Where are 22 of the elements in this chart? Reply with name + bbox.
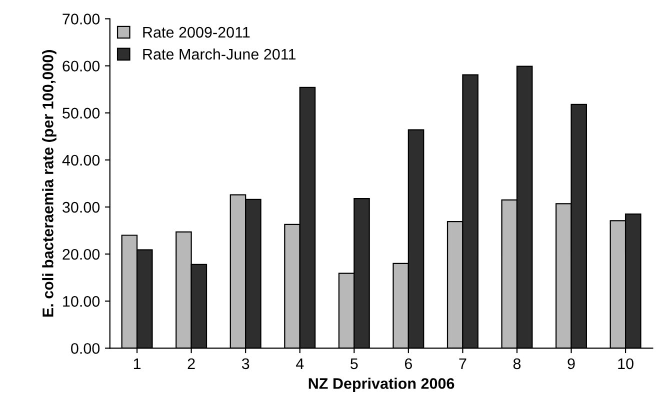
y-tick-label: 10.00 — [63, 296, 100, 307]
y-tick-label: 20.00 — [62, 248, 100, 260]
y-tick-label: 50.00 — [62, 108, 100, 119]
y-axis-title: E. coli bacteraemia rate (per 100,000) — [42, 50, 56, 317]
x-tick-label: 2 — [188, 358, 195, 369]
y-tick-label: 60.00 — [62, 60, 100, 72]
x-tick-label: 1 — [134, 358, 141, 369]
y-tick-label: 40.00 — [62, 154, 100, 166]
x-tick-label: 5 — [350, 358, 358, 370]
y-tick-label: 70.00 — [62, 14, 100, 24]
legend-label: Rate March-June 2011 — [143, 48, 296, 60]
x-tick-label: 3 — [242, 358, 250, 370]
x-axis-title: NZ Deprivation 2006 — [308, 378, 454, 392]
y-tick-label: 30.00 — [62, 202, 100, 213]
x-tick-label: 6 — [404, 358, 412, 370]
legend-label: Rate 2009-2011 — [143, 26, 250, 38]
y-tick-label: 0.00 — [71, 343, 100, 354]
x-tick-label: 8 — [513, 358, 521, 370]
x-tick-label: 9 — [568, 358, 575, 370]
x-tick-label: 4 — [296, 358, 304, 369]
x-tick-label: 7 — [459, 358, 466, 369]
x-tick-label: 10 — [618, 358, 634, 370]
